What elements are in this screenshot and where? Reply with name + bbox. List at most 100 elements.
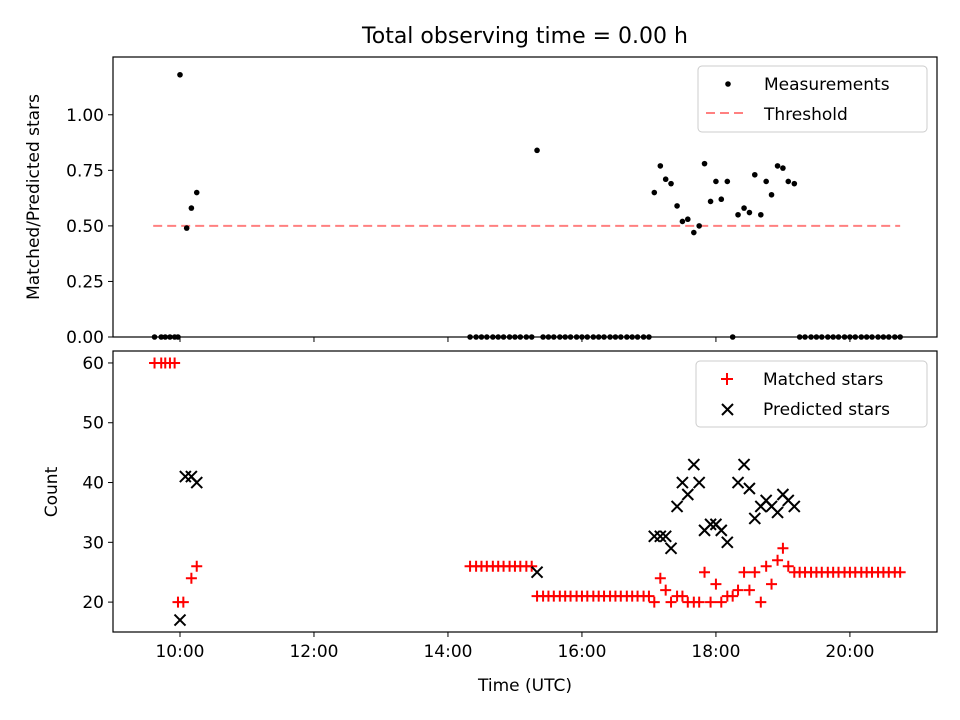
matched-star-point (782, 560, 794, 572)
measurement-point (735, 211, 741, 218)
chart-title: Total observing time = 0.00 h (361, 24, 688, 49)
top-y-tick-label: 0.00 (66, 328, 104, 348)
predicted-star-point (737, 458, 751, 471)
measurement-point (193, 189, 200, 196)
top-legend[interactable]: Measurements Threshold (697, 65, 928, 133)
predicted-star-point (681, 488, 694, 501)
bottom-x-tick-label: 20:00 (825, 642, 874, 662)
measurement-point (657, 163, 664, 169)
matched-star-point (710, 578, 722, 590)
bottom-x-tick-label: 10:00 (155, 642, 204, 662)
matched-star-point (191, 560, 203, 572)
bottom-x-tick-label: 14:00 (423, 642, 472, 662)
matched-star-point (660, 584, 672, 596)
bottom-legend-frame (695, 360, 928, 428)
top-y-ticks: 0.00 0.25 0.50 0.75 1.00 (66, 106, 113, 348)
matched-star-point (766, 578, 778, 590)
measurement-point (791, 180, 798, 187)
matched-star-point (772, 554, 784, 566)
measurement-point (696, 223, 702, 229)
matched-star-point (665, 596, 677, 608)
matched-star-point (760, 560, 772, 572)
measurement-point (780, 165, 786, 171)
bottom-x-ticks: 10:00 12:00 14:00 16:00 18:00 20:00 (155, 632, 874, 662)
matched-star-point (743, 584, 755, 596)
measurement-point (662, 176, 669, 183)
matched-star-point (777, 542, 789, 554)
legend-entry-threshold[interactable]: Threshold (706, 105, 848, 125)
measurement-point (746, 209, 753, 216)
legend-label-matched-stars: Matched stars (763, 370, 883, 390)
legend-entry-matched-stars[interactable]: Matched stars (721, 370, 883, 390)
top-y-tick-label: 0.75 (66, 161, 104, 181)
legend-x-marker (721, 403, 734, 416)
legend-dot-marker (725, 81, 731, 87)
bottom-y-tick-label: 20 (82, 593, 104, 613)
matched-star-point (732, 584, 744, 596)
measurement-point (741, 205, 747, 211)
predicted-star-point (731, 476, 745, 489)
measurement-point (718, 196, 725, 203)
matched-star-point (169, 357, 181, 369)
legend-label-measurements: Measurements (764, 75, 890, 95)
matched-star-point (185, 572, 197, 584)
matched-star-point (738, 566, 750, 578)
matched-star-point (676, 590, 688, 602)
predicted-star-point (704, 518, 717, 531)
measurement-point (691, 229, 697, 236)
top-y-tick-label: 0.50 (66, 217, 104, 237)
measurement-point (684, 216, 691, 223)
matched-star-point (705, 596, 717, 608)
legend-label-threshold: Threshold (763, 105, 848, 125)
bottom-panel: 20 30 40 50 60 10:00 12:00 14:00 16:00 18:00 20:0… (42, 350, 938, 696)
bottom-y-axis-label: Count (42, 466, 62, 517)
predicted-star-point (670, 500, 684, 513)
matched-star-point (755, 596, 767, 608)
predicted-star-point (173, 613, 187, 627)
predicted-star-point (687, 458, 701, 471)
measurement-point (763, 178, 769, 185)
legend-entry-measurements[interactable]: Measurements (725, 75, 890, 95)
matched-star-point (699, 566, 711, 578)
bottom-legend[interactable]: Matched stars Predicted stars (695, 360, 928, 428)
matched-star-point (727, 590, 739, 602)
bottom-axes-frame (112, 350, 938, 633)
matched-star-point (715, 596, 727, 608)
measurement-point (774, 163, 781, 169)
bottom-y-tick-label: 60 (82, 354, 104, 374)
measurement-point (668, 180, 674, 187)
measurement-point (785, 178, 792, 185)
x-axis-label: Time (UTC) (477, 676, 572, 696)
legend-plus-marker (721, 373, 733, 385)
predicted-star-point (715, 524, 728, 537)
bottom-x-tick-label: 18:00 (691, 642, 740, 662)
legend-entry-predicted-stars[interactable]: Predicted stars (721, 400, 890, 420)
predicted-star-point (743, 482, 756, 495)
bottom-y-tick-label: 40 (82, 474, 104, 494)
predicted-star-point (664, 542, 678, 555)
predicted-star-point (692, 476, 706, 489)
predicted-star-point (676, 476, 689, 489)
measurements-layer (151, 71, 903, 340)
top-axes-frame (112, 56, 938, 338)
matched-star-point (177, 596, 189, 608)
predicted-star-point (530, 566, 544, 579)
matched-star-point (894, 566, 906, 578)
predicted-star-point (654, 530, 667, 543)
matched-star-point (654, 572, 666, 584)
matched-star-point (643, 590, 655, 602)
legend-label-predicted-stars: Predicted stars (763, 400, 890, 420)
predicted-star-point (648, 530, 661, 543)
measurement-point (674, 203, 680, 209)
predicted-star-point (179, 470, 192, 483)
predicted-star-point (748, 512, 761, 525)
predicted-star-point (721, 536, 734, 549)
top-legend-frame (697, 65, 928, 133)
measurement-point (713, 178, 719, 185)
measurement-point (534, 147, 540, 154)
bottom-x-tick-label: 12:00 (289, 642, 338, 662)
measurement-point (758, 211, 764, 218)
predicted-star-point (659, 530, 672, 543)
top-y-tick-label: 0.25 (66, 272, 104, 292)
